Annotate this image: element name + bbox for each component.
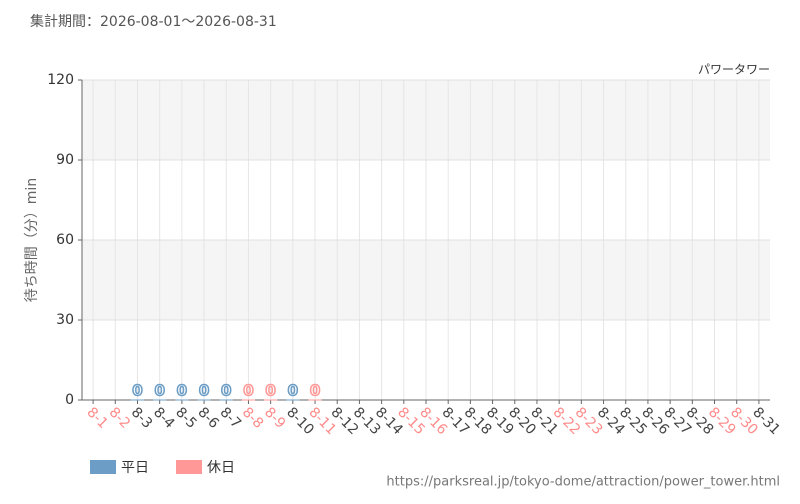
y-tick-label: 0 [65, 392, 74, 408]
x-tick-label: 8-6 [194, 404, 222, 432]
legend-label: 平日 [121, 460, 149, 476]
data-label: 0 [177, 382, 187, 400]
data-label: 0 [265, 382, 275, 400]
data-label: 0 [221, 382, 231, 400]
data-label: 0 [310, 382, 320, 400]
chart-subtitle: パワータワー [698, 63, 770, 77]
data-label: 0 [243, 382, 253, 400]
data-label: 0 [154, 382, 164, 400]
x-tick-label: 8-8 [239, 404, 266, 431]
data-label: 0 [288, 382, 298, 400]
x-tick-label: 8-7 [217, 404, 244, 431]
x-tick-label: 8-3 [128, 404, 155, 431]
data-label: 0 [132, 382, 142, 400]
x-tick-label: 8-9 [261, 404, 288, 431]
y-tick-label: 30 [56, 312, 74, 328]
y-tick-label: 120 [47, 72, 74, 88]
footer: https://parksreal.jp/tokyo-dome/attracti… [386, 475, 780, 490]
data-label: 0 [199, 382, 209, 400]
x-tick-label: 8-1 [83, 404, 110, 431]
x-tick-label: 8-4 [150, 404, 178, 432]
x-tick-label: 8-5 [172, 404, 199, 431]
y-tick-label: 90 [56, 152, 74, 168]
y-tick-label: 60 [56, 232, 74, 248]
legend-swatch [90, 460, 116, 474]
y-axis-label: 待ち時間（分）min [24, 178, 40, 302]
legend-swatch [176, 460, 202, 474]
legend-label: 休日 [207, 460, 235, 476]
x-tick-label: 8-2 [106, 404, 133, 431]
chart-title: 集計期間：2026-08-01〜2026-08-31 [30, 13, 277, 30]
